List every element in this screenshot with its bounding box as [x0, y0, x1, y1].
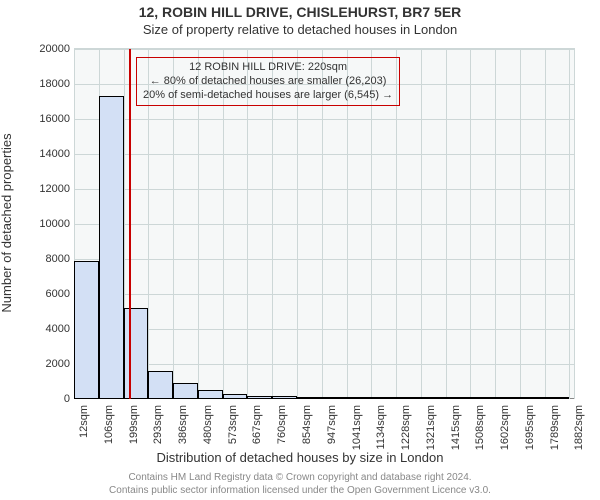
chart-subtitle: Size of property relative to detached ho… [0, 20, 600, 37]
histogram-bar [347, 397, 372, 399]
reference-line [129, 49, 131, 399]
chart-container: 12, ROBIN HILL DRIVE, CHISLEHURST, BR7 5… [0, 0, 600, 500]
x-axis-label: Distribution of detached houses by size … [0, 450, 600, 465]
y-tick-label: 2000 [10, 358, 70, 370]
plot-area: 0200040006000800010000120001400016000180… [74, 48, 575, 399]
histogram-bar [371, 397, 396, 399]
annotation-box: 12 ROBIN HILL DRIVE: 220sqm← 80% of deta… [136, 57, 400, 106]
x-tick-label: 760sqm [276, 405, 288, 444]
histogram-bar [297, 397, 322, 399]
annotation-line: 20% of semi-detached houses are larger (… [143, 89, 393, 103]
footer-line1: Contains HM Land Registry data © Crown c… [128, 472, 471, 483]
y-tick-label: 0 [10, 393, 70, 405]
x-tick-label: 667sqm [251, 405, 263, 444]
x-tick-label: 386sqm [177, 405, 189, 444]
x-tick-label: 573sqm [227, 405, 239, 444]
x-tick-label: 199sqm [128, 405, 140, 444]
x-tick-label: 480sqm [202, 405, 214, 444]
chart-title: 12, ROBIN HILL DRIVE, CHISLEHURST, BR7 5… [0, 0, 600, 20]
x-tick-label: 1321sqm [425, 405, 437, 450]
histogram-bar [99, 96, 124, 399]
x-tick-label: 1508sqm [474, 405, 486, 450]
y-tick-label: 20000 [10, 43, 70, 55]
x-tick-label: 1134sqm [375, 405, 387, 449]
x-tick-label: 1415sqm [450, 405, 462, 450]
x-tick-label: 1882sqm [573, 405, 585, 450]
gridline-v [446, 49, 447, 399]
histogram-bar [198, 390, 223, 399]
x-tick-label: 1602sqm [499, 405, 511, 450]
histogram-bar [173, 383, 198, 399]
y-tick-label: 10000 [10, 218, 70, 230]
x-tick-label: 293sqm [152, 405, 164, 444]
histogram-bar [148, 371, 173, 399]
gridline-v [520, 49, 521, 399]
histogram-bar [495, 397, 520, 399]
histogram-bar [470, 397, 495, 399]
histogram-bar [545, 397, 570, 399]
histogram-bar [247, 396, 272, 400]
x-tick-label: 1695sqm [524, 405, 536, 450]
annotation-line: 12 ROBIN HILL DRIVE: 220sqm [143, 61, 393, 75]
histogram-bar [272, 396, 297, 399]
histogram-bar [421, 397, 446, 399]
histogram-bar [446, 397, 471, 399]
y-tick-label: 6000 [10, 288, 70, 300]
x-tick-label: 947sqm [326, 405, 338, 444]
y-tick-label: 16000 [10, 113, 70, 125]
histogram-bar [396, 397, 421, 399]
footer-attribution: Contains HM Land Registry data © Crown c… [0, 472, 600, 497]
gridline-v [495, 49, 496, 399]
footer-line2: Contains public sector information licen… [109, 485, 491, 496]
histogram-bar [124, 308, 149, 399]
x-tick-label: 1228sqm [400, 405, 412, 450]
gridline-v [569, 49, 570, 399]
gridline-v [421, 49, 422, 399]
annotation-line: ← 80% of detached houses are smaller (26… [143, 75, 393, 89]
y-tick-label: 4000 [10, 323, 70, 335]
y-tick-label: 18000 [10, 78, 70, 90]
y-tick-label: 12000 [10, 183, 70, 195]
gridline-v [545, 49, 546, 399]
x-tick-label: 12sqm [78, 405, 90, 438]
x-tick-label: 1789sqm [549, 405, 561, 450]
chart-area: 0200040006000800010000120001400016000180… [74, 48, 574, 398]
histogram-bar [520, 397, 545, 399]
histogram-bar [322, 397, 347, 399]
histogram-bar [223, 394, 248, 399]
histogram-bar [74, 261, 99, 399]
y-tick-label: 14000 [10, 148, 70, 160]
y-tick-label: 8000 [10, 253, 70, 265]
x-tick-label: 1041sqm [351, 405, 363, 450]
x-tick-label: 854sqm [301, 405, 313, 444]
x-tick-label: 106sqm [103, 405, 115, 444]
gridline-v [470, 49, 471, 399]
